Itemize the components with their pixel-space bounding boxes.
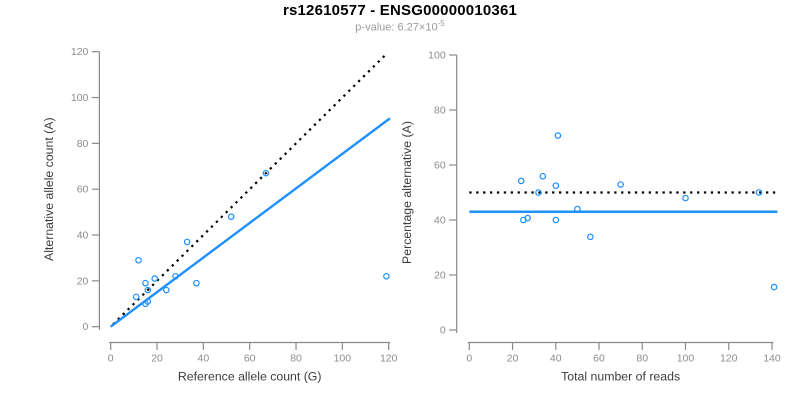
- x-tick-label: 0: [108, 353, 114, 365]
- regression-line: [109, 117, 391, 328]
- y-axis-label: Percentage alternative (A): [400, 121, 414, 264]
- x-tick-label: 0: [466, 353, 472, 365]
- y-tick-label: 20: [77, 275, 89, 287]
- x-tick-label: 60: [593, 353, 605, 365]
- y-tick-label: 100: [71, 92, 89, 104]
- data-point: [151, 275, 159, 282]
- x-tick-label: 40: [198, 353, 210, 365]
- data-point: [524, 214, 531, 222]
- y-tick-label: 60: [77, 184, 89, 196]
- x-tick-label: 100: [677, 353, 695, 365]
- x-tick-label: 100: [334, 353, 352, 365]
- data-point: [574, 205, 581, 213]
- data-point: [682, 194, 689, 202]
- data-point: [755, 189, 763, 196]
- x-tick-label: 60: [244, 353, 256, 365]
- x-tick-label: 80: [290, 353, 302, 365]
- x-tick-label: 40: [550, 353, 562, 365]
- identity-line: [112, 54, 387, 326]
- x-tick-label: 120: [720, 353, 738, 365]
- data-point: [552, 216, 560, 224]
- data-point: [132, 293, 140, 301]
- allele-count-plot: 0 20 40 60 80 100 120 0 20 40 60 80 100 120 Reference …: [42, 46, 398, 383]
- data-point: [517, 177, 525, 185]
- x-tick-label: 80: [636, 353, 648, 365]
- y-tick-label: 80: [77, 138, 89, 150]
- data-point: [163, 286, 170, 294]
- y-axis-label: Alternative allele count (A): [42, 117, 56, 261]
- y-tick-label: 100: [428, 50, 446, 62]
- data-point: [135, 256, 142, 264]
- data-point: [142, 279, 149, 287]
- y-tick-label: 60: [434, 160, 446, 172]
- data-point: [587, 233, 594, 241]
- page-title: rs12610577 - ENSG00000010361: [282, 2, 518, 19]
- y-tick-label: 0: [440, 325, 446, 337]
- y-tick-label: 0: [83, 321, 89, 333]
- y-tick-label: 80: [434, 105, 446, 117]
- y-tick-label: 40: [77, 230, 89, 242]
- data-point: [552, 182, 560, 189]
- data-point: [144, 298, 152, 305]
- data-point: [227, 213, 235, 220]
- percentage-plot: 0 20 40 60 80 100 0 20 40 60 80 100 120 140 Total numb…: [400, 50, 781, 384]
- data-point: [617, 181, 624, 188]
- x-tick-label: 20: [151, 353, 163, 365]
- data-point: [770, 283, 778, 291]
- page-subtitle: p-value: 6.27×10-5: [0, 19, 800, 34]
- y-tick-label: 120: [71, 46, 89, 58]
- x-tick-label: 20: [507, 353, 519, 365]
- data-point: [539, 172, 547, 180]
- data-point: [183, 238, 191, 246]
- data-point: [554, 132, 562, 139]
- y-tick-label: 20: [434, 270, 446, 282]
- data-point: [262, 169, 270, 177]
- data-point: [144, 286, 152, 294]
- pvalue-text: p-value: 6.27×10: [355, 21, 438, 34]
- x-tick-label: 120: [380, 353, 398, 365]
- data-point: [535, 189, 542, 196]
- data-point: [383, 272, 390, 280]
- x-axis-label: Total number of reads: [561, 370, 680, 384]
- data-point: [172, 272, 179, 280]
- x-tick-label: 140: [763, 353, 781, 365]
- y-tick-label: 40: [434, 215, 446, 227]
- data-point: [193, 279, 200, 287]
- pvalue-exponent: -5: [437, 19, 445, 28]
- x-axis-label: Reference allele count (G): [178, 370, 322, 384]
